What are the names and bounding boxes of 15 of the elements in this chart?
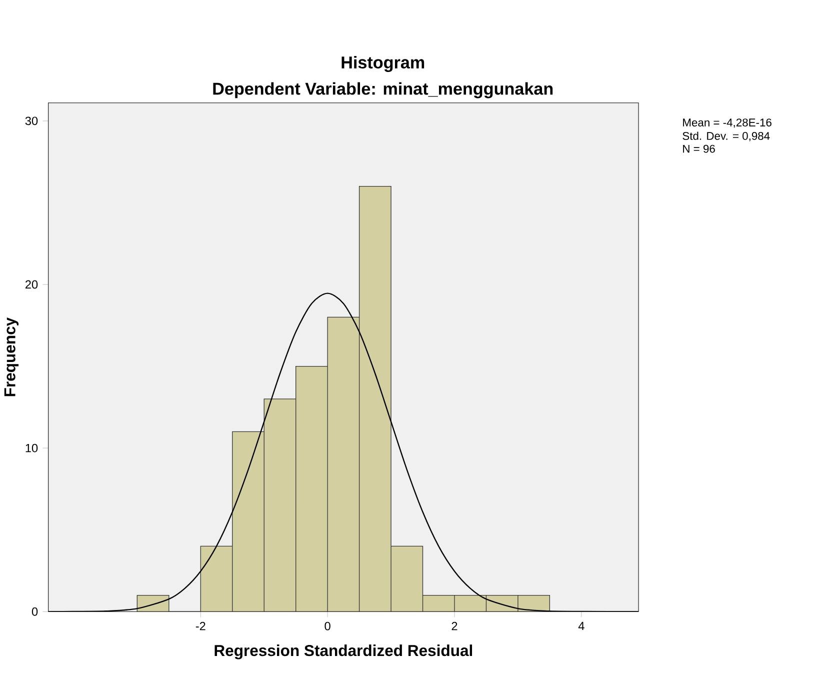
x-tick-label: 4	[578, 622, 584, 630]
text: Mean = -4,28E-16	[683, 118, 772, 128]
text: N = 96	[683, 145, 715, 153]
x-tick-label: -2	[196, 622, 206, 630]
x-axis-title: Regression Standardized Residual	[214, 644, 472, 660]
chart-title: Histogram	[342, 56, 424, 72]
x-tick-label: 0	[324, 622, 330, 630]
text: Std. Dev. = 0,984	[682, 132, 770, 142]
y-tick-label: 10	[26, 444, 38, 452]
x-tick-label: 2	[452, 622, 458, 630]
y-tick-label: 20	[26, 280, 38, 289]
y-axis-title: Frequency	[4, 318, 19, 396]
y-tick-label: 0	[32, 608, 38, 616]
chart-subtitle: Dependent Variable: minat_menggunakan	[213, 82, 553, 98]
y-tick-label: 30	[25, 116, 38, 126]
